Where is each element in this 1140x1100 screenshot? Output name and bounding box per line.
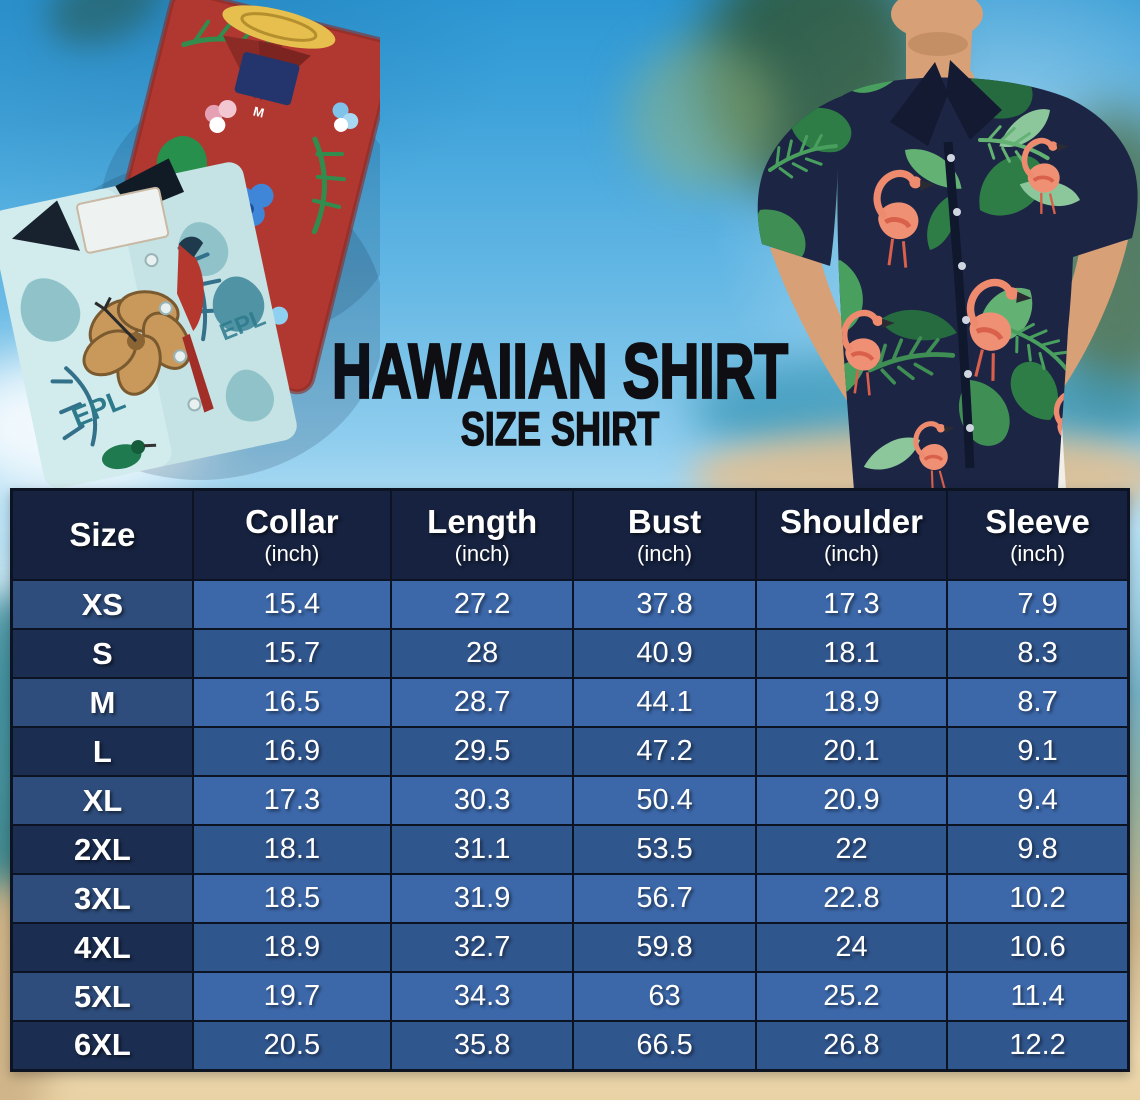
table-row: XS 15.4 27.2 37.8 17.3 7.9 [10, 579, 1130, 630]
sleeve-value: 12.2 [946, 1020, 1130, 1071]
col-header-shoulder: Shoulder (inch) [754, 488, 949, 581]
bust-value: 56.7 [572, 873, 757, 924]
size-label: 6XL [10, 1020, 194, 1071]
folded-shirts-image: M [0, 0, 380, 489]
sleeve-value: 9.4 [946, 775, 1130, 826]
collar-value: 15.7 [191, 628, 392, 679]
shoulder-value: 22 [754, 824, 949, 875]
model-image [757, 0, 1138, 490]
length-value: 31.1 [389, 824, 575, 875]
bust-value: 37.8 [572, 579, 757, 630]
bust-value: 63 [572, 971, 757, 1022]
length-value: 29.5 [389, 726, 575, 777]
table-row: XL 17.3 30.3 50.4 20.9 9.4 [10, 775, 1130, 826]
size-label: 3XL [10, 873, 194, 924]
parrot-print [177, 236, 214, 413]
shoulder-value: 22.8 [754, 873, 949, 924]
bird-print [101, 440, 157, 470]
bust-value: 44.1 [572, 677, 757, 728]
flamingo-shirt [757, 60, 1138, 490]
table-row: 6XL 20.5 35.8 66.5 26.8 12.2 [10, 1020, 1130, 1071]
bust-value: 53.5 [572, 824, 757, 875]
col-header-length: Length (inch) [389, 488, 575, 581]
collar-value: 16.9 [191, 726, 392, 777]
shoulder-value: 18.1 [754, 628, 949, 679]
table-row: M 16.5 28.7 44.1 18.9 8.7 [10, 677, 1130, 728]
table-row: 4XL 18.9 32.7 59.8 24 10.6 [10, 922, 1130, 973]
size-label: 5XL [10, 971, 194, 1022]
page-title: HAWAIIAN SHIRT [331, 328, 789, 415]
table-row: S 15.7 28 40.9 18.1 8.3 [10, 628, 1130, 679]
sleeve-value: 10.2 [946, 873, 1130, 924]
table-row: L 16.9 29.5 47.2 20.1 9.1 [10, 726, 1130, 777]
shoulder-value: 17.3 [754, 579, 949, 630]
teal-hawaiian-shirt: EPL EPL [0, 158, 297, 489]
bust-value: 59.8 [572, 922, 757, 973]
col-header-bust: Bust (inch) [572, 488, 757, 581]
collar-value: 18.9 [191, 922, 392, 973]
sleeve-value: 8.3 [946, 628, 1130, 679]
sleeve-value: 7.9 [946, 579, 1130, 630]
size-label: XS [10, 579, 194, 630]
length-value: 34.3 [389, 971, 575, 1022]
collar-value: 20.5 [191, 1020, 392, 1071]
table-row: 2XL 18.1 31.1 53.5 22 9.8 [10, 824, 1130, 875]
shoulder-value: 18.9 [754, 677, 949, 728]
shoulder-value: 24 [754, 922, 949, 973]
table-row: 3XL 18.5 31.9 56.7 22.8 10.2 [10, 873, 1130, 924]
collar-value: 19.7 [191, 971, 392, 1022]
sleeve-value: 9.8 [946, 824, 1130, 875]
length-value: 28 [389, 628, 575, 679]
col-header-size: Size [10, 488, 194, 581]
collar-value: 17.3 [191, 775, 392, 826]
shirt-buttons [947, 154, 974, 432]
shoulder-value: 25.2 [754, 971, 949, 1022]
collar-value: 16.5 [191, 677, 392, 728]
size-label: S [10, 628, 194, 679]
collar-value: 15.4 [191, 579, 392, 630]
collar-lapel [946, 60, 1002, 140]
size-label: M [10, 677, 194, 728]
size-label: XL [10, 775, 194, 826]
length-value: 35.8 [389, 1020, 575, 1071]
shoulder-value: 26.8 [754, 1020, 949, 1071]
bust-value: 40.9 [572, 628, 757, 679]
bust-value: 66.5 [572, 1020, 757, 1071]
sleeve-value: 8.7 [946, 677, 1130, 728]
length-value: 31.9 [389, 873, 575, 924]
table-header: Size Collar (inch) Length (inch) Bust (inch… [10, 488, 1130, 581]
length-value: 28.7 [389, 677, 575, 728]
length-value: 27.2 [389, 579, 575, 630]
collar-lapel [890, 62, 948, 146]
size-label: L [10, 726, 194, 777]
col-header-sleeve: Sleeve (inch) [946, 488, 1130, 581]
col-header-collar: Collar (inch) [191, 488, 392, 581]
size-chart-table: Size Collar (inch) Length (inch) Bust (inch… [10, 488, 1130, 1072]
neck-label [234, 52, 300, 106]
length-value: 30.3 [389, 775, 575, 826]
title-block: HAWAIIAN SHIRT SIZE SHIRT [0, 328, 1120, 454]
shoulder-value: 20.1 [754, 726, 949, 777]
size-tag-letter: M [252, 104, 266, 121]
collar-value: 18.5 [191, 873, 392, 924]
page-subtitle: SIZE SHIRT [460, 403, 660, 456]
sleeve-value: 9.1 [946, 726, 1130, 777]
table-row: 5XL 19.7 34.3 63 25.2 11.4 [10, 971, 1130, 1022]
collar-brand-label [222, 5, 336, 49]
sleeve-value: 11.4 [946, 971, 1130, 1022]
length-value: 32.7 [389, 922, 575, 973]
shoulder-value: 20.9 [754, 775, 949, 826]
bust-value: 50.4 [572, 775, 757, 826]
chest-label [76, 186, 170, 254]
size-label: 4XL [10, 922, 194, 973]
palm-bokeh-blob [628, 40, 778, 190]
collar-value: 18.1 [191, 824, 392, 875]
bust-value: 47.2 [572, 726, 757, 777]
table-body: XS 15.4 27.2 37.8 17.3 7.9 S 15.7 28 40.… [10, 579, 1130, 1071]
sleeve-value: 10.6 [946, 922, 1130, 973]
size-label: 2XL [10, 824, 194, 875]
